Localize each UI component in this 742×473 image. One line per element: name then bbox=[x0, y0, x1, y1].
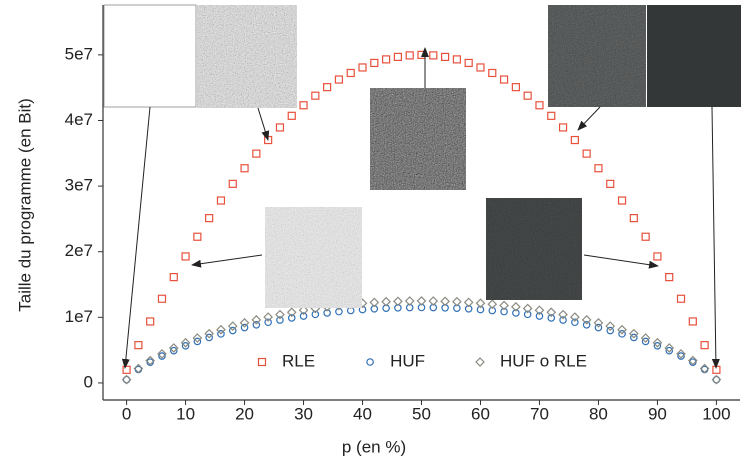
data-point bbox=[666, 347, 672, 353]
data-point bbox=[182, 343, 188, 349]
data-point bbox=[572, 319, 578, 325]
sample-image bbox=[104, 5, 196, 107]
y-tick-label: 0 bbox=[84, 372, 93, 391]
data-point bbox=[158, 295, 165, 302]
data-point bbox=[619, 197, 626, 204]
data-point bbox=[359, 64, 366, 71]
data-point bbox=[171, 347, 177, 353]
x-tick-label: 80 bbox=[589, 404, 608, 423]
y-tick-label: 5e7 bbox=[65, 44, 93, 63]
data-point bbox=[241, 165, 248, 172]
data-point bbox=[170, 274, 177, 281]
chart: 0 1e7 2e7 3e7 4e7 5e7 0 10 20 30 40 50 60 70 80 90 100 RL… bbox=[0, 0, 742, 468]
data-point bbox=[288, 112, 295, 119]
data-point bbox=[571, 137, 578, 144]
data-point bbox=[442, 53, 449, 60]
data-point bbox=[524, 92, 531, 99]
data-point bbox=[536, 102, 543, 109]
data-point bbox=[666, 274, 673, 281]
data-point bbox=[654, 253, 661, 260]
legend-label: HUF bbox=[390, 351, 425, 370]
data-point bbox=[123, 366, 130, 373]
data-point bbox=[406, 52, 413, 59]
x-tick-label: 50 bbox=[412, 404, 431, 423]
data-point bbox=[418, 51, 425, 58]
y-tick-label: 1e7 bbox=[65, 307, 93, 326]
x-tick-label: 60 bbox=[471, 404, 490, 423]
legend-marker bbox=[259, 359, 266, 366]
data-point bbox=[654, 343, 660, 349]
data-point bbox=[383, 56, 390, 63]
x-tick-label: 30 bbox=[294, 404, 313, 423]
data-point bbox=[477, 64, 484, 71]
data-point bbox=[489, 69, 496, 76]
image-noise bbox=[370, 88, 466, 190]
sample-images bbox=[104, 5, 741, 368]
data-point bbox=[147, 318, 154, 325]
data-point bbox=[630, 215, 637, 222]
data-point bbox=[300, 102, 307, 109]
data-point bbox=[453, 56, 460, 63]
data-point bbox=[324, 84, 331, 91]
data-point bbox=[265, 137, 272, 144]
y-tick-label: 3e7 bbox=[65, 176, 93, 195]
data-point bbox=[583, 322, 589, 328]
data-point bbox=[465, 59, 472, 66]
y-tick-label: 4e7 bbox=[65, 110, 93, 129]
data-point bbox=[229, 180, 236, 187]
x-tick-label: 100 bbox=[702, 404, 730, 423]
data-point bbox=[265, 319, 271, 325]
data-point bbox=[560, 124, 567, 131]
data-point bbox=[217, 197, 224, 204]
data-point bbox=[607, 180, 614, 187]
data-point bbox=[394, 53, 401, 60]
image-noise bbox=[197, 5, 297, 108]
x-axis-title: p (en %) bbox=[342, 437, 406, 456]
legend-marker bbox=[367, 359, 373, 365]
data-point bbox=[135, 342, 142, 349]
y-tick-label: 2e7 bbox=[65, 241, 93, 260]
data-point bbox=[253, 150, 260, 157]
x-tick-label: 20 bbox=[235, 404, 254, 423]
image-noise bbox=[486, 198, 582, 300]
data-point bbox=[182, 253, 189, 260]
image-noise bbox=[548, 5, 646, 107]
sample-image bbox=[647, 5, 741, 107]
x-tick-label: 10 bbox=[176, 404, 195, 423]
data-point bbox=[194, 233, 201, 240]
legend-label: HUF o RLE bbox=[500, 351, 587, 370]
y-axis-title: Taille du programme (en Bit) bbox=[15, 98, 34, 312]
data-point bbox=[678, 295, 685, 302]
data-point bbox=[642, 233, 649, 240]
data-point bbox=[548, 112, 555, 119]
data-point bbox=[512, 84, 519, 91]
image-noise bbox=[265, 207, 362, 308]
x-tick-label: 90 bbox=[648, 404, 667, 423]
data-point bbox=[206, 215, 213, 222]
data-point bbox=[347, 69, 354, 76]
x-tick-label: 0 bbox=[122, 404, 131, 423]
x-tick-label: 70 bbox=[530, 404, 549, 423]
x-tick-label: 40 bbox=[353, 404, 372, 423]
data-point bbox=[430, 52, 437, 59]
data-point bbox=[595, 165, 602, 172]
data-point bbox=[689, 318, 696, 325]
data-point bbox=[276, 124, 283, 131]
data-point bbox=[253, 322, 259, 328]
data-point bbox=[335, 76, 342, 83]
data-point bbox=[701, 342, 708, 349]
legend-marker bbox=[476, 358, 484, 366]
data-point bbox=[312, 92, 319, 99]
data-point bbox=[371, 59, 378, 66]
data-point bbox=[583, 150, 590, 157]
data-point bbox=[501, 76, 508, 83]
legend-label: RLE bbox=[282, 351, 315, 370]
